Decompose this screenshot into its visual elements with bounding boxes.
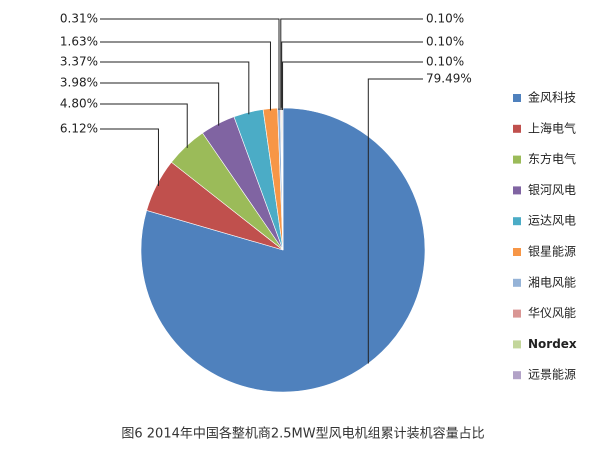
legend-swatch (513, 217, 521, 226)
legend-swatch (513, 278, 521, 287)
pie-slice (140, 107, 426, 393)
leader-line (100, 82, 220, 126)
leader-line (280, 18, 423, 111)
data-label: 0.10% (426, 35, 464, 49)
legend-label: 金风科技 (528, 90, 576, 105)
legend-swatch (513, 371, 521, 380)
leader-line (100, 61, 250, 115)
legend-swatch (513, 155, 521, 164)
legend-swatch (513, 248, 521, 256)
leader-line (282, 61, 423, 111)
legend-label: 银星能源 (528, 245, 576, 259)
legend-label: 运达风电 (528, 214, 576, 228)
legend-swatch (513, 186, 521, 195)
legend-swatch (513, 309, 521, 318)
data-label: 6.12% (60, 122, 98, 136)
data-label: 0.31% (60, 12, 98, 26)
leader-line (100, 128, 159, 187)
legend-swatch (513, 94, 521, 102)
leader-line (100, 41, 271, 111)
data-label: 0.10% (426, 55, 464, 69)
leader-line (281, 41, 423, 111)
legend-label: 远景能源 (528, 368, 576, 382)
leader-line (100, 103, 188, 148)
legend-swatch (513, 124, 521, 133)
legend-label: 上海电气 (528, 120, 576, 135)
data-label: 3.98% (60, 76, 98, 90)
legend-label: 华仪风能 (528, 306, 576, 320)
legend-label: 银河风电 (528, 183, 576, 197)
data-label: 3.37% (60, 55, 98, 69)
leader-line (100, 18, 280, 111)
legend-label: Nordex (528, 337, 577, 351)
data-label: 79.49% (426, 72, 472, 86)
data-label: 0.10% (426, 12, 464, 26)
legend-label: 东方电气 (528, 151, 576, 166)
chart-caption: 图6 2014年中国各整机商2.5MW型风电机组累计装机容量占比 (121, 426, 484, 442)
data-label: 4.80% (60, 97, 98, 111)
legend-label: 湘电风能 (528, 274, 576, 289)
leader-line (367, 78, 423, 364)
legend-swatch (513, 340, 521, 349)
data-label: 1.63% (60, 35, 98, 49)
